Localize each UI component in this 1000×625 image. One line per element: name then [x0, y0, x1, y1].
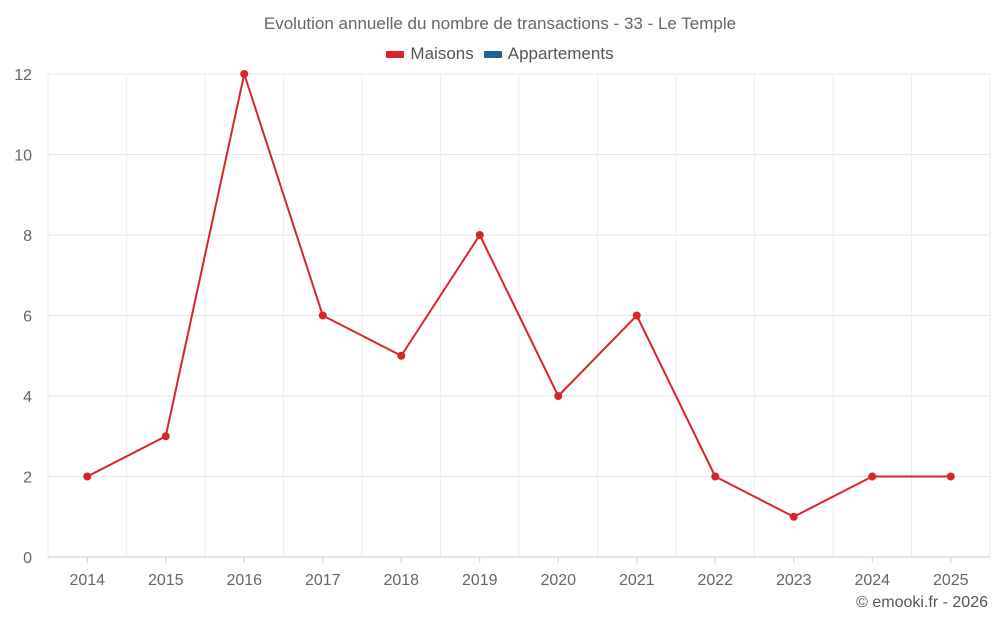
y-tick-label-2: 2 [23, 470, 32, 487]
data-point-maisons-2022 [711, 472, 720, 481]
data-point-maisons-2021 [632, 311, 641, 320]
x-tick-label-2015: 2015 [148, 572, 184, 589]
y-tick-label-0: 0 [23, 550, 32, 567]
x-tick-label-2024: 2024 [854, 572, 890, 589]
data-point-maisons-2014 [83, 472, 92, 481]
x-tick-label-2016: 2016 [226, 572, 262, 589]
x-tick-label-2021: 2021 [619, 572, 655, 589]
data-point-maisons-2024 [868, 472, 877, 481]
x-tick-label-2020: 2020 [540, 572, 576, 589]
data-point-maisons-2019 [475, 231, 484, 239]
data-point-maisons-2015 [161, 432, 170, 441]
y-tick-label-8: 8 [23, 228, 32, 245]
y-tick-label-12: 12 [14, 67, 32, 84]
x-tick-label-2017: 2017 [305, 572, 341, 589]
legend-swatch-maisons [386, 50, 405, 58]
y-tick-label-10: 10 [14, 148, 32, 165]
x-tick-label-2014: 2014 [69, 572, 105, 589]
x-tick-label-2025: 2025 [933, 572, 969, 589]
credit-text: © emooki.fr - 2026 [856, 594, 988, 611]
data-point-maisons-2023 [789, 512, 798, 521]
legend-item-appartements[interactable]: Appartements [483, 44, 614, 64]
data-point-maisons-2018 [397, 351, 406, 360]
y-tick-label-4: 4 [23, 389, 32, 406]
series-group [83, 70, 955, 521]
chart-title: Evolution annuelle du nombre de transact… [263, 14, 737, 33]
legend: Maisons Appartements [0, 44, 1000, 64]
data-point-maisons-2025 [946, 472, 955, 481]
legend-swatch-appartements [483, 50, 502, 58]
legend-label-appartements: Appartements [507, 44, 614, 63]
legend-item-maisons[interactable]: Maisons [386, 44, 474, 64]
x-tick-label-2022: 2022 [697, 572, 733, 589]
legend-label-maisons: Maisons [410, 44, 474, 63]
data-point-maisons-2020 [554, 392, 563, 400]
x-tick-label-2019: 2019 [462, 572, 498, 589]
series-line-maisons [86, 73, 951, 518]
axes: 0 2 4 6 8 10 12 2014 2015 2016 2017 2018 2019 2020 202… [14, 67, 990, 589]
x-tick-label-2018: 2018 [383, 572, 419, 589]
grid-lines [47, 73, 991, 557]
x-tick-label-2023: 2023 [776, 572, 812, 589]
y-tick-label-6: 6 [23, 309, 32, 326]
data-point-maisons-2016 [240, 70, 249, 78]
data-point-maisons-2017 [318, 311, 327, 320]
